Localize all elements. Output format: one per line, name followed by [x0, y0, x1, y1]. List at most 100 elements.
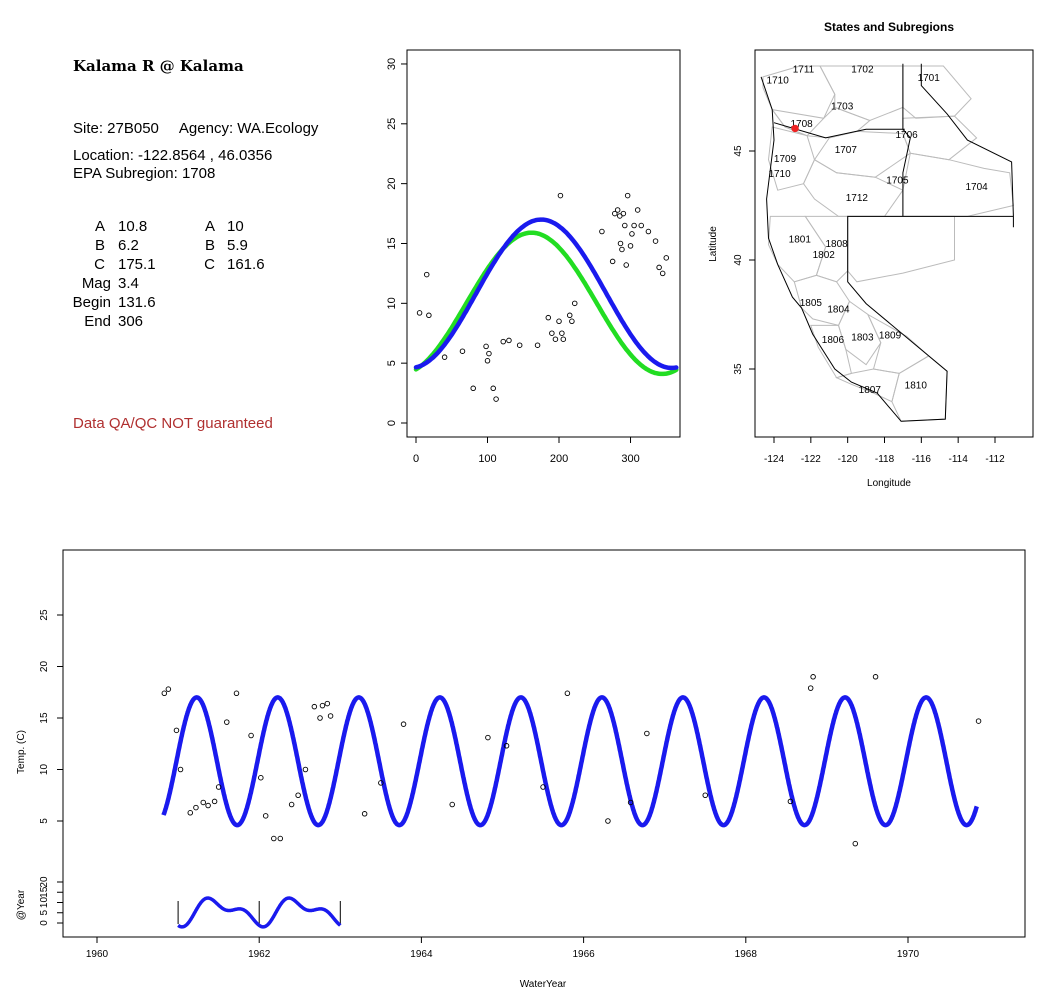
y-tick-label: 0: [386, 420, 398, 426]
subregion-line: EPA Subregion: 1708: [73, 165, 215, 182]
data-point: [470, 385, 476, 392]
x-tick-label: -120: [838, 454, 858, 465]
param-label: Begin: [73, 294, 111, 311]
subregion-boundary: [762, 65, 836, 137]
data-point: [631, 222, 637, 229]
region-label: 1805: [800, 298, 823, 309]
year-fit-line: [176, 896, 342, 929]
data-point: [638, 222, 644, 229]
data-point: [557, 192, 564, 199]
param-value: 131.6: [118, 294, 156, 311]
x-tick-label: 1966: [572, 949, 595, 960]
data-point: [485, 734, 491, 741]
y-tick-label: 15: [39, 886, 50, 898]
qa-note: Data QA/QC NOT guaranteed: [73, 415, 273, 432]
data-point: [559, 330, 565, 336]
region-label: 1706: [895, 130, 918, 141]
data-point: [627, 243, 634, 249]
data-point: [609, 258, 616, 265]
data-point: [652, 238, 659, 244]
data-point: [612, 210, 618, 217]
x-tick-label: 200: [550, 453, 568, 465]
param-value: 6.2: [118, 237, 139, 254]
data-point: [271, 835, 277, 842]
param-label-2: B: [205, 237, 215, 254]
data-point: [503, 743, 510, 749]
data-point: [975, 718, 982, 724]
data-point: [516, 342, 523, 348]
plot-frame: [406, 49, 681, 438]
region-label: 1807: [859, 385, 882, 396]
data-point: [540, 784, 546, 790]
y-tick-label: 30: [386, 58, 398, 70]
data-point: [644, 730, 650, 737]
data-point: [872, 674, 879, 680]
location-line: Location: -122.8564 , 46.0356: [73, 147, 272, 164]
site-info-panel: Kalama R @ Kalama Site: 27B050 Agency: W…: [73, 57, 319, 432]
y-tick-label: 25: [39, 609, 50, 621]
site-marker: [791, 124, 799, 133]
data-point: [787, 798, 794, 805]
subregion-boundary: [866, 313, 930, 374]
data-point: [177, 766, 184, 773]
region-label: 1702: [851, 65, 874, 76]
y-tick-label: 5: [39, 818, 50, 824]
y-tick-label: 5: [386, 360, 398, 366]
param-label-2: C: [204, 256, 215, 273]
green-fit-line: [413, 230, 679, 377]
data-point: [173, 727, 180, 734]
data-point: [277, 835, 284, 842]
data-point: [627, 799, 634, 806]
data-point: [193, 804, 199, 811]
blue-fit-line: [413, 217, 679, 371]
data-point: [566, 312, 573, 319]
subregion-boundary: [902, 152, 1014, 217]
data-point: [248, 732, 254, 739]
data-point: [569, 318, 575, 325]
y-tick-label: 45: [733, 145, 744, 157]
region-label: 1709: [774, 154, 797, 165]
param-label: Mag: [82, 275, 111, 292]
plot-frame: [62, 549, 1026, 938]
data-point: [545, 314, 552, 321]
data-point: [486, 350, 492, 357]
x-tick-label: 1968: [735, 949, 758, 960]
param-label: A: [95, 218, 105, 235]
param-label-2: A: [205, 218, 215, 235]
y-tick-label: 20: [39, 661, 50, 673]
coast-boundary: [760, 76, 1014, 422]
seasonal-chart: 0 100 200 300 0 5 10 15 20 25 30: [386, 49, 681, 465]
data-point: [656, 264, 662, 271]
param-value-2: 161.6: [227, 256, 265, 273]
x-tick-label: 100: [478, 453, 496, 465]
data-point: [556, 318, 562, 325]
x-tick-label: 300: [621, 453, 639, 465]
param-value: 306: [118, 313, 143, 330]
data-point: [629, 231, 635, 237]
data-point: [165, 686, 172, 692]
y-tick-label: 20: [386, 178, 398, 190]
region-label: 1810: [905, 381, 928, 392]
data-point: [599, 228, 605, 235]
data-point: [416, 310, 423, 316]
param-label: End: [84, 313, 111, 330]
y-tick-label: 10: [39, 897, 50, 909]
state-boundary: [902, 63, 911, 217]
x-tick-label: -124: [764, 454, 784, 465]
x-tick-label: 1962: [248, 949, 271, 960]
data-point: [211, 798, 218, 805]
region-label: 1708: [791, 119, 814, 130]
x-tick-label: 1964: [410, 949, 433, 960]
subregion-boundary: [847, 215, 955, 283]
y-axis-label: Temp. (C): [16, 730, 27, 774]
data-point: [500, 338, 506, 345]
region-label: 1806: [822, 335, 845, 346]
data-point: [459, 348, 466, 354]
x-tick-label: -118: [875, 454, 895, 465]
region-label: 1711: [793, 65, 815, 76]
data-point: [560, 336, 567, 342]
region-label: 1704: [965, 182, 988, 193]
region-label: 1808: [825, 239, 848, 250]
data-point: [484, 358, 491, 364]
